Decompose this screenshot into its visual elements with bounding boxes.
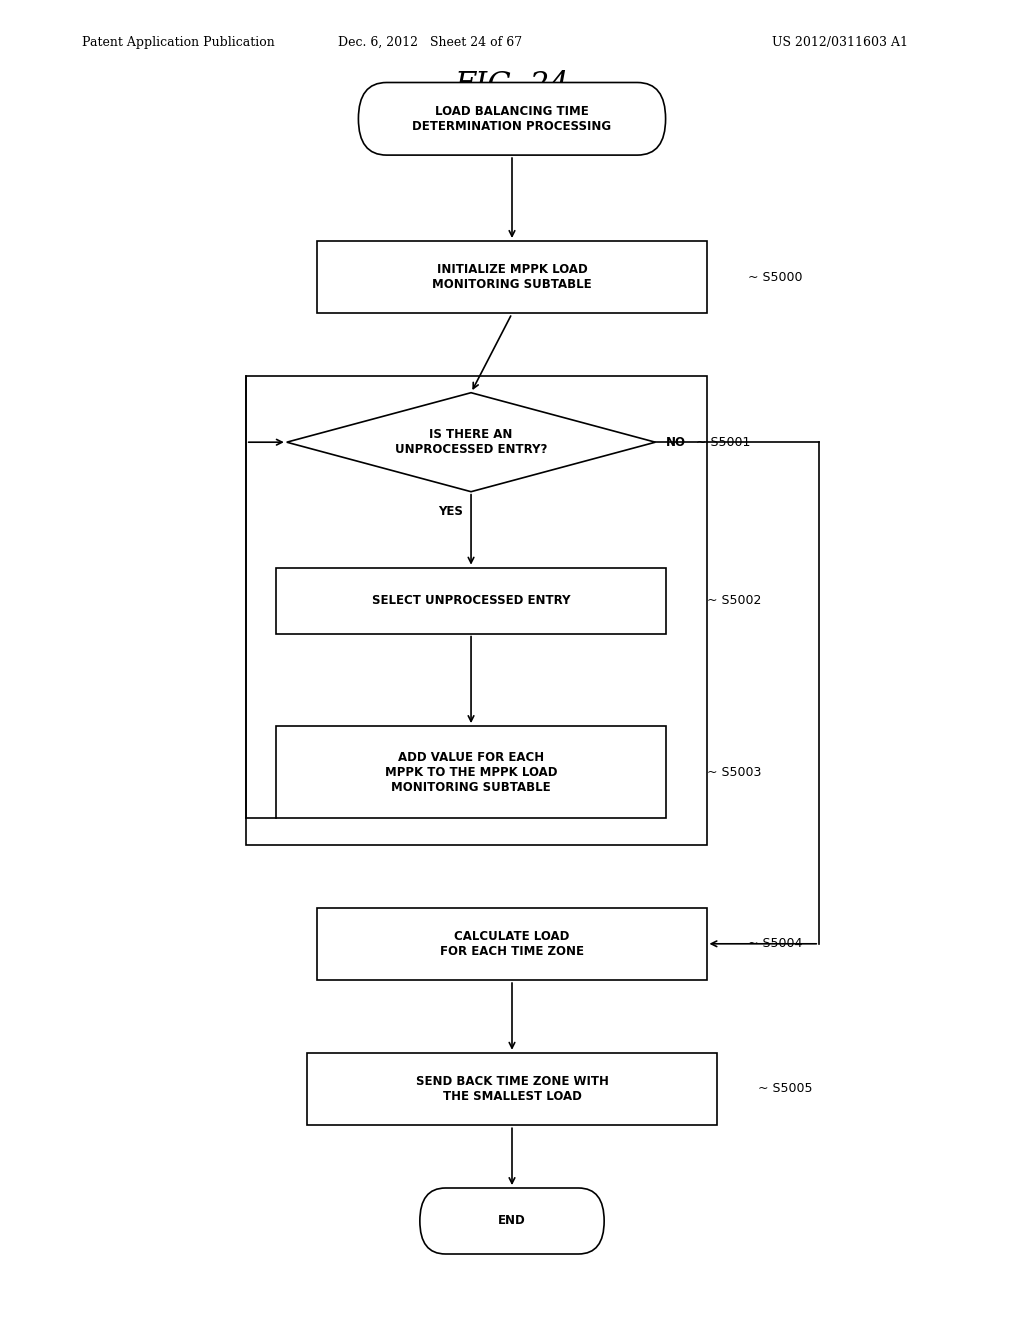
Bar — [246, 376, 707, 845]
Text: SEND BACK TIME ZONE WITH
THE SMALLEST LOAD: SEND BACK TIME ZONE WITH THE SMALLEST LO… — [416, 1074, 608, 1104]
Text: SELECT UNPROCESSED ENTRY: SELECT UNPROCESSED ENTRY — [372, 594, 570, 607]
Text: CALCULATE LOAD
FOR EACH TIME ZONE: CALCULATE LOAD FOR EACH TIME ZONE — [440, 929, 584, 958]
Text: YES: YES — [438, 504, 463, 517]
FancyBboxPatch shape — [317, 240, 707, 313]
Text: Patent Application Publication: Patent Application Publication — [82, 36, 274, 49]
FancyBboxPatch shape — [276, 726, 666, 818]
Polygon shape — [287, 393, 655, 491]
FancyBboxPatch shape — [358, 82, 666, 154]
Text: INITIALIZE MPPK LOAD
MONITORING SUBTABLE: INITIALIZE MPPK LOAD MONITORING SUBTABLE — [432, 263, 592, 292]
Text: ~ S5004: ~ S5004 — [748, 937, 802, 950]
FancyBboxPatch shape — [420, 1188, 604, 1254]
FancyBboxPatch shape — [317, 908, 707, 979]
Text: FIG. 24: FIG. 24 — [455, 70, 569, 102]
FancyBboxPatch shape — [307, 1053, 717, 1125]
Text: ~ S5002: ~ S5002 — [707, 594, 761, 607]
Text: LOAD BALANCING TIME
DETERMINATION PROCESSING: LOAD BALANCING TIME DETERMINATION PROCES… — [413, 104, 611, 133]
Text: ~ S5000: ~ S5000 — [748, 271, 802, 284]
FancyBboxPatch shape — [276, 568, 666, 634]
Text: ~ S5005: ~ S5005 — [758, 1082, 812, 1096]
Text: ~ S5001: ~ S5001 — [696, 436, 751, 449]
Text: IS THERE AN
UNPROCESSED ENTRY?: IS THERE AN UNPROCESSED ENTRY? — [395, 428, 547, 457]
Text: END: END — [498, 1214, 526, 1228]
Text: ~ S5003: ~ S5003 — [707, 766, 761, 779]
Text: Dec. 6, 2012   Sheet 24 of 67: Dec. 6, 2012 Sheet 24 of 67 — [338, 36, 522, 49]
Text: US 2012/0311603 A1: US 2012/0311603 A1 — [772, 36, 907, 49]
Text: NO: NO — [666, 436, 686, 449]
Text: ADD VALUE FOR EACH
MPPK TO THE MPPK LOAD
MONITORING SUBTABLE: ADD VALUE FOR EACH MPPK TO THE MPPK LOAD… — [385, 751, 557, 793]
